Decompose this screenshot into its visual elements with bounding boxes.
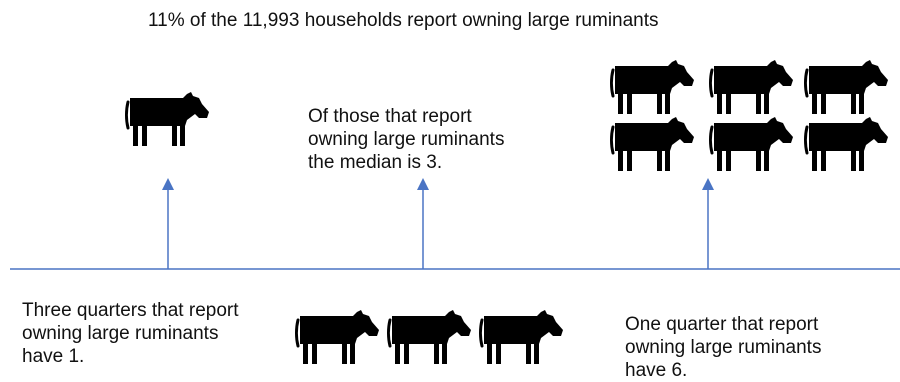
cow-icon (804, 115, 888, 173)
caption-one-quarter: One quarter that report owning large rum… (625, 314, 822, 381)
cow-icon (387, 308, 471, 366)
cow-icon (709, 115, 793, 173)
cow-icon (804, 58, 888, 116)
cow-icon (610, 115, 694, 173)
caption-median: Of those that report owning large rumina… (308, 106, 505, 173)
cow-icon (125, 90, 209, 148)
cow-icon (295, 308, 379, 366)
cow-icon (479, 308, 563, 366)
cow-icon (610, 58, 694, 116)
diagram-title: 11% of the 11,993 households report owni… (148, 10, 659, 31)
cow-icon (709, 58, 793, 116)
caption-three-quarters: Three quarters that report owning large … (22, 300, 239, 367)
